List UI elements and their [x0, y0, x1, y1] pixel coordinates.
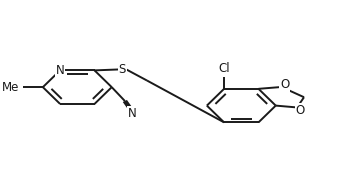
Text: Cl: Cl [218, 62, 230, 75]
Text: N: N [128, 107, 137, 120]
Text: N: N [56, 64, 64, 77]
Text: S: S [119, 63, 126, 76]
Text: Me: Me [2, 81, 19, 94]
Text: O: O [296, 104, 305, 117]
Text: O: O [280, 78, 289, 91]
